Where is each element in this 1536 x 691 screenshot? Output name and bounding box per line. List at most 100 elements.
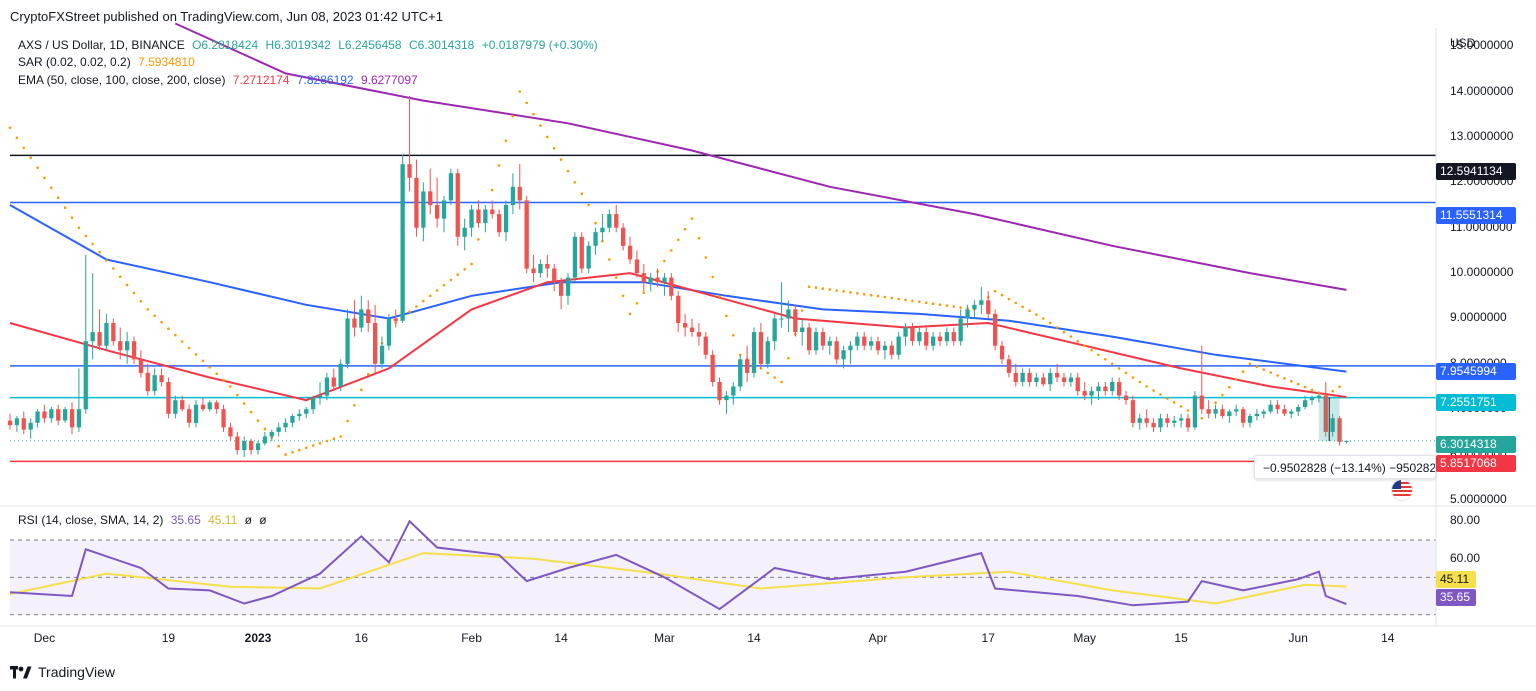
candle-body xyxy=(235,436,240,451)
candle-body xyxy=(118,341,123,351)
candle-body xyxy=(572,236,578,278)
horizontal-levels-layer xyxy=(10,154,1436,463)
candle-body xyxy=(1075,377,1080,392)
candle-body xyxy=(689,327,695,332)
sar-dot xyxy=(821,287,825,290)
sar-dot xyxy=(911,299,914,303)
sar-dot xyxy=(1097,353,1100,357)
candle-body xyxy=(869,341,874,346)
sar-dot xyxy=(1117,367,1121,370)
candle-body xyxy=(173,400,178,414)
candle-body xyxy=(228,427,233,437)
candle-body xyxy=(758,332,764,364)
sar-dot xyxy=(256,419,260,422)
candle-body xyxy=(1282,409,1287,414)
candle-body xyxy=(600,227,605,233)
candle-body xyxy=(903,327,908,337)
sar-dot xyxy=(277,444,281,448)
time-tick-label: Feb xyxy=(461,631,482,645)
sar-dot xyxy=(959,306,962,309)
time-tick-label: 17 xyxy=(981,631,995,645)
candle-body xyxy=(641,273,646,283)
candle-body xyxy=(255,443,261,451)
candle-body xyxy=(373,323,378,364)
candle-body xyxy=(1130,400,1136,423)
sar-dot xyxy=(167,327,170,331)
candle-body xyxy=(469,209,474,228)
legend-ema100-value: 7.8286192 xyxy=(296,73,354,87)
sar-dot xyxy=(676,238,680,242)
sar-dot xyxy=(187,346,191,350)
sar-dot xyxy=(518,90,522,93)
sar-dot xyxy=(1159,393,1162,396)
candle-body xyxy=(1241,409,1246,423)
candle-body xyxy=(131,341,137,360)
sar-dot xyxy=(621,294,625,298)
sar-dot xyxy=(918,300,921,304)
sar-dot xyxy=(828,288,832,291)
candle-body xyxy=(662,277,667,283)
sar-dot xyxy=(174,333,177,337)
sar-dot xyxy=(222,378,225,382)
candle-body xyxy=(979,300,984,305)
candle-body xyxy=(1103,386,1108,391)
candle-body xyxy=(731,386,736,396)
sar-dot xyxy=(1152,389,1155,392)
sar-dot xyxy=(470,262,473,266)
sar-dot xyxy=(566,169,570,173)
candle-body xyxy=(834,341,839,360)
candle-body xyxy=(386,318,392,346)
candle-body xyxy=(42,411,47,419)
sar-dot xyxy=(22,146,26,150)
candle-body xyxy=(917,332,922,342)
candle-body xyxy=(944,332,950,342)
candle-body xyxy=(524,200,529,269)
sar-dot xyxy=(442,283,446,287)
candle-body xyxy=(951,332,956,342)
candle-body xyxy=(607,214,612,228)
sar-dot xyxy=(511,114,515,118)
price-label-level-1: 12.5941134 xyxy=(1436,163,1516,180)
sar-dot xyxy=(904,298,907,302)
candle-body xyxy=(531,268,536,273)
sar-dot xyxy=(325,439,329,443)
legend-high: H6.3019342 xyxy=(265,38,331,52)
sar-dot xyxy=(1283,377,1286,380)
sar-dot xyxy=(1076,339,1080,343)
pane-separator-layer xyxy=(0,28,1536,627)
candle-body xyxy=(214,402,219,410)
sar-dot xyxy=(284,453,287,456)
candle-body xyxy=(937,336,943,342)
sar-dot xyxy=(160,320,163,324)
time-tick-label: 14 xyxy=(554,631,568,645)
rsi-line xyxy=(9,519,1347,611)
candle-body xyxy=(97,332,102,346)
sar-dot xyxy=(180,340,184,343)
sar-dot xyxy=(1255,365,1259,369)
candle-body xyxy=(648,277,653,283)
price-tick-label: 14.0000000 xyxy=(1450,83,1514,98)
sar-dot xyxy=(153,314,156,318)
legend-ema200-value: 9.6277097 xyxy=(360,73,418,87)
candle-body xyxy=(965,309,970,319)
candle-body xyxy=(503,205,509,233)
tradingview-logo[interactable]: TradingView xyxy=(10,664,115,680)
sar-dot xyxy=(725,314,728,318)
candle-body xyxy=(14,418,20,426)
us-flag-icon[interactable] xyxy=(1391,479,1413,501)
candle-body xyxy=(1123,395,1129,401)
candle-body xyxy=(462,227,467,237)
time-tick-label: Mar xyxy=(654,631,675,645)
candle-body xyxy=(993,313,998,346)
sar-dot xyxy=(70,216,74,219)
candle-body xyxy=(910,327,915,342)
candle-body xyxy=(1027,372,1032,382)
sar-dot xyxy=(1083,344,1086,348)
sar-dot xyxy=(1069,335,1073,338)
candles-layer xyxy=(7,96,1349,457)
candle-body xyxy=(49,409,54,419)
legend-symbol: AXS / US Dollar, 1D, BINANCE xyxy=(18,38,185,52)
candle-body xyxy=(1068,377,1074,382)
candle-body xyxy=(655,277,660,283)
